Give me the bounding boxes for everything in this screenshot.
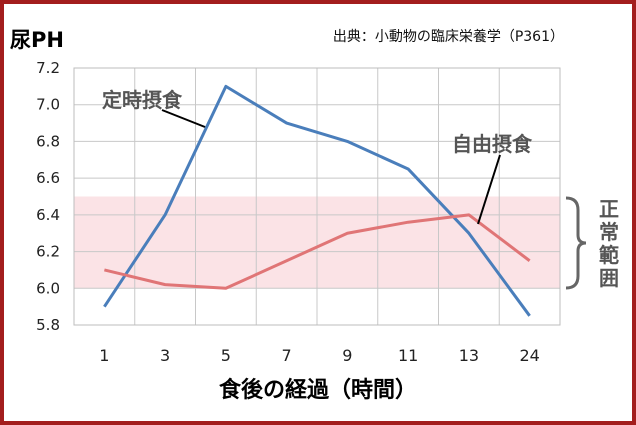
y-tick-label: 6.4: [36, 206, 60, 224]
grid-lines: [73, 67, 561, 326]
x-tick-label: 3: [160, 346, 170, 365]
y-tick-label: 5.8: [36, 316, 60, 334]
series-label-free-feeding: 自由摂食: [452, 132, 532, 156]
normal-range-char-1: 正: [599, 197, 619, 221]
chart-title: 尿PH: [10, 28, 64, 52]
y-tick-label: 6.0: [36, 279, 60, 297]
y-axis-ticks: 7.2 7.0 6.8 6.6 6.4 6.2 6.0 5.8: [36, 59, 60, 334]
y-tick-label: 6.8: [36, 132, 60, 150]
series-line-fixed-feeding: [103, 84, 531, 317]
fixed-feeding-leader-line: [161, 109, 206, 128]
series-line-free-feeding: [104, 213, 531, 290]
normal-range-label: 正 常 範 囲: [593, 198, 625, 290]
normal-range-char-3: 範: [599, 243, 619, 267]
free-feeding-leader-line: [477, 154, 501, 225]
y-tick-label: 7.2: [36, 59, 60, 77]
x-tick-label: 24: [519, 346, 539, 365]
y-tick-label: 6.6: [36, 169, 60, 187]
plot-area-border: [73, 67, 561, 326]
x-axis-ticks: 1 3 5 7 9 11 13 24: [99, 346, 540, 365]
normal-range-brace: [565, 196, 587, 290]
source-note: 出典：小動物の臨床栄養学（P361）: [332, 29, 564, 45]
series-label-fixed-feeding: 定時摂食: [102, 88, 182, 112]
x-tick-label: 7: [282, 346, 292, 365]
normal-range-char-2: 常: [599, 220, 619, 244]
y-tick-label: 6.2: [36, 243, 60, 261]
x-axis-label: 食後の経過（時間）: [218, 378, 417, 403]
annotations: [161, 109, 501, 225]
x-tick-label: 1: [99, 346, 109, 365]
x-tick-label: 13: [459, 346, 479, 365]
x-tick-label: 9: [342, 346, 352, 365]
y-tick-label: 7.0: [36, 96, 60, 114]
x-tick-label: 11: [398, 346, 418, 365]
series-lines: [103, 84, 531, 317]
normal-range-char-4: 囲: [599, 266, 619, 290]
x-tick-label: 5: [221, 346, 231, 365]
